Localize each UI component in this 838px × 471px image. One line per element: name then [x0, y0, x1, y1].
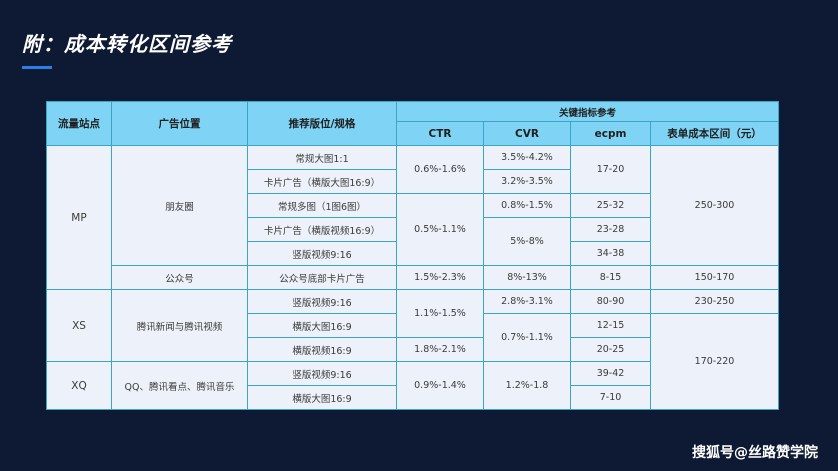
- position-cell: 腾讯新闻与腾讯视频: [111, 289, 248, 362]
- cost-cell: 230-250: [649, 289, 780, 314]
- header-ecpm: ecpm: [570, 121, 651, 146]
- ctr-cell: 0.5%-1.1%: [396, 193, 484, 266]
- cost-cell: 150-170: [649, 265, 780, 290]
- position-cell: 朋友圈: [111, 145, 248, 266]
- format-cell: 常规多图（1图6图）: [247, 193, 397, 218]
- format-cell: 卡片广告（横版视频16:9）: [247, 217, 397, 242]
- page-title: 附：成本转化区间参考: [22, 32, 232, 56]
- ctr-cell: 1.1%-1.5%: [396, 289, 484, 338]
- position-cell: 公众号: [111, 265, 248, 290]
- ecpm-cell: 39-42: [570, 361, 651, 386]
- site-cell: XS: [46, 289, 112, 362]
- header-ctr: CTR: [396, 121, 484, 146]
- cvr-cell: 8%-13%: [483, 265, 571, 290]
- cvr-cell: 5%-8%: [483, 217, 571, 266]
- ctr-cell: 0.6%-1.6%: [396, 145, 484, 194]
- ecpm-cell: 25-32: [570, 193, 651, 218]
- cost-reference-table: 流量站点 广告位置 推荐版位/规格 关键指标参考 CTR CVR ecpm 表单…: [46, 101, 780, 410]
- ecpm-cell: 80-90: [570, 289, 651, 314]
- ctr-cell: 0.9%-1.4%: [396, 361, 484, 410]
- cvr-cell: 1.2%-1.8: [483, 361, 571, 410]
- ecpm-cell: 7-10: [570, 385, 651, 410]
- site-cell: MP: [46, 145, 112, 290]
- cvr-cell: 0.8%-1.5%: [483, 193, 571, 218]
- site-cell: XQ: [46, 361, 112, 410]
- format-cell: 公众号底部卡片广告: [247, 265, 397, 290]
- cost-cell: 170-220: [649, 313, 780, 410]
- format-cell: 常规大图1:1: [247, 145, 397, 170]
- ecpm-cell: 8-15: [570, 265, 651, 290]
- format-cell: 竖版视频9:16: [247, 241, 397, 266]
- cvr-cell: 2.8%-3.1%: [483, 289, 571, 314]
- cvr-cell: 3.5%-4.2%: [483, 145, 571, 170]
- watermark: 搜狐号@丝路赞学院: [692, 445, 818, 461]
- cost-cell: 250-300: [649, 145, 780, 266]
- header-cost: 表单成本区间（元）: [649, 121, 780, 146]
- header-metrics: 关键指标参考: [395, 101, 780, 122]
- format-cell: 卡片广告（横版大图16:9）: [247, 169, 397, 194]
- header-cvr: CVR: [483, 121, 571, 146]
- ecpm-cell: 23-28: [570, 217, 651, 242]
- format-cell: 横版大图16:9: [247, 313, 397, 338]
- ecpm-cell: 34-38: [570, 241, 651, 266]
- position-cell: QQ、腾讯看点、腾讯音乐: [111, 361, 248, 410]
- ctr-cell: 1.5%-2.3%: [396, 265, 484, 290]
- format-cell: 横版视频16:9: [247, 337, 397, 362]
- format-cell: 竖版视频9:16: [247, 361, 397, 386]
- cvr-cell: 0.7%-1.1%: [483, 313, 571, 362]
- header-position: 广告位置: [111, 101, 248, 146]
- cvr-cell: 3.2%-3.5%: [483, 169, 571, 194]
- ctr-cell: 1.8%-2.1%: [396, 337, 484, 362]
- ecpm-cell: 12-15: [570, 313, 651, 338]
- ecpm-cell: 17-20: [570, 145, 651, 194]
- format-cell: 竖版视频9:16: [247, 289, 397, 314]
- header-format: 推荐版位/规格: [247, 101, 397, 146]
- format-cell: 横版大图16:9: [247, 385, 397, 410]
- header-site: 流量站点: [46, 101, 112, 146]
- title-underline: [22, 66, 52, 69]
- ecpm-cell: 20-25: [570, 337, 651, 362]
